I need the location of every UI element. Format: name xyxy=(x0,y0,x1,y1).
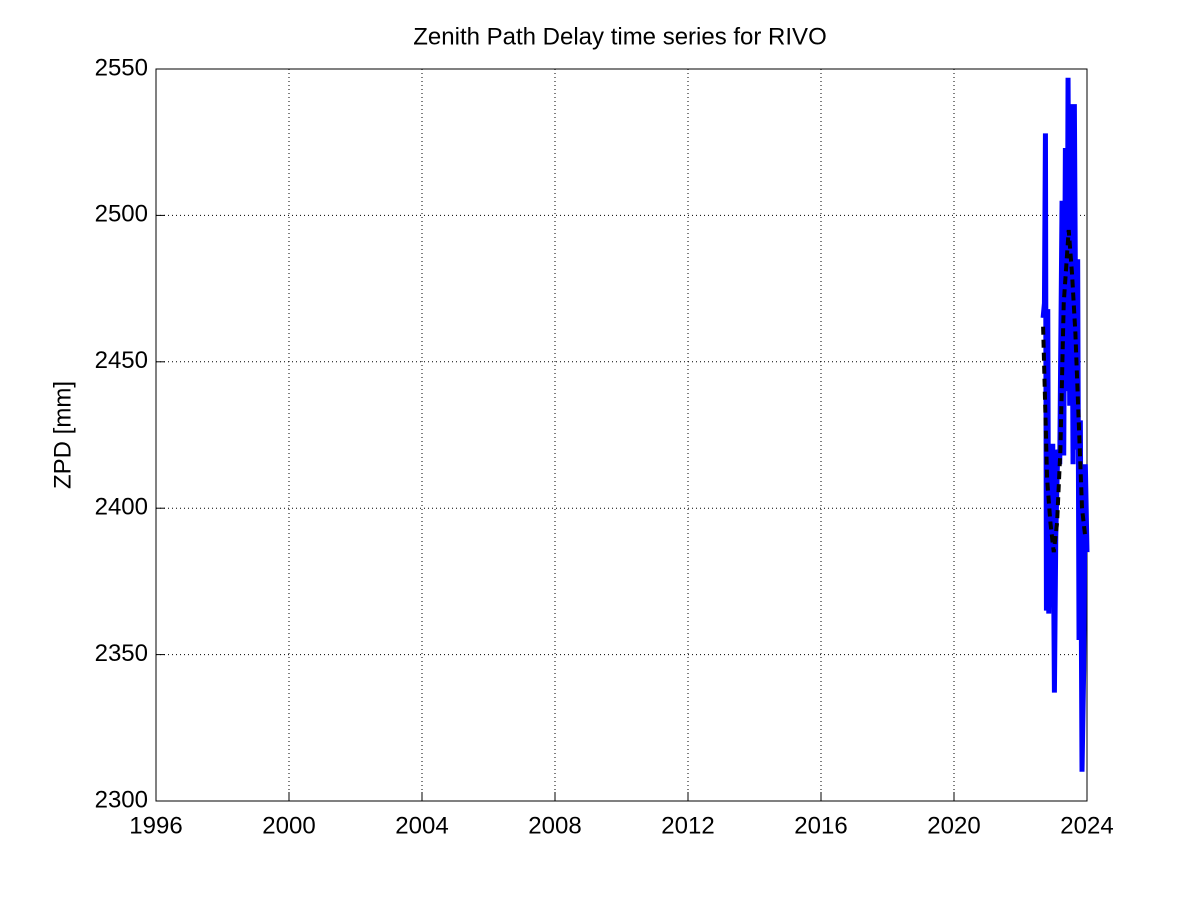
x-tick-label: 2016 xyxy=(794,812,847,839)
data-line xyxy=(1040,77,1090,772)
x-tick-label: 2020 xyxy=(927,812,980,839)
x-tick-label: 2000 xyxy=(262,812,315,839)
y-tick-label: 2300 xyxy=(95,786,148,813)
plot-frame xyxy=(155,68,1088,802)
x-tick-label: 2004 xyxy=(395,812,448,839)
x-tick-label: 2024 xyxy=(1060,812,1113,839)
chart-title: Zenith Path Delay time series for RIVO xyxy=(413,23,826,50)
x-tick-label: 2012 xyxy=(661,812,714,839)
y-tick-label: 2450 xyxy=(95,347,148,374)
x-tick-label: 2008 xyxy=(528,812,581,839)
x-tick-label: 1996 xyxy=(129,812,182,839)
data-line xyxy=(1041,229,1088,553)
y-tick-label: 2350 xyxy=(95,640,148,667)
y-axis-label: ZPD [mm] xyxy=(49,381,76,489)
y-tick-label: 2500 xyxy=(95,201,148,228)
y-tick-label: 2550 xyxy=(95,54,148,81)
y-tick-label: 2400 xyxy=(95,494,148,521)
